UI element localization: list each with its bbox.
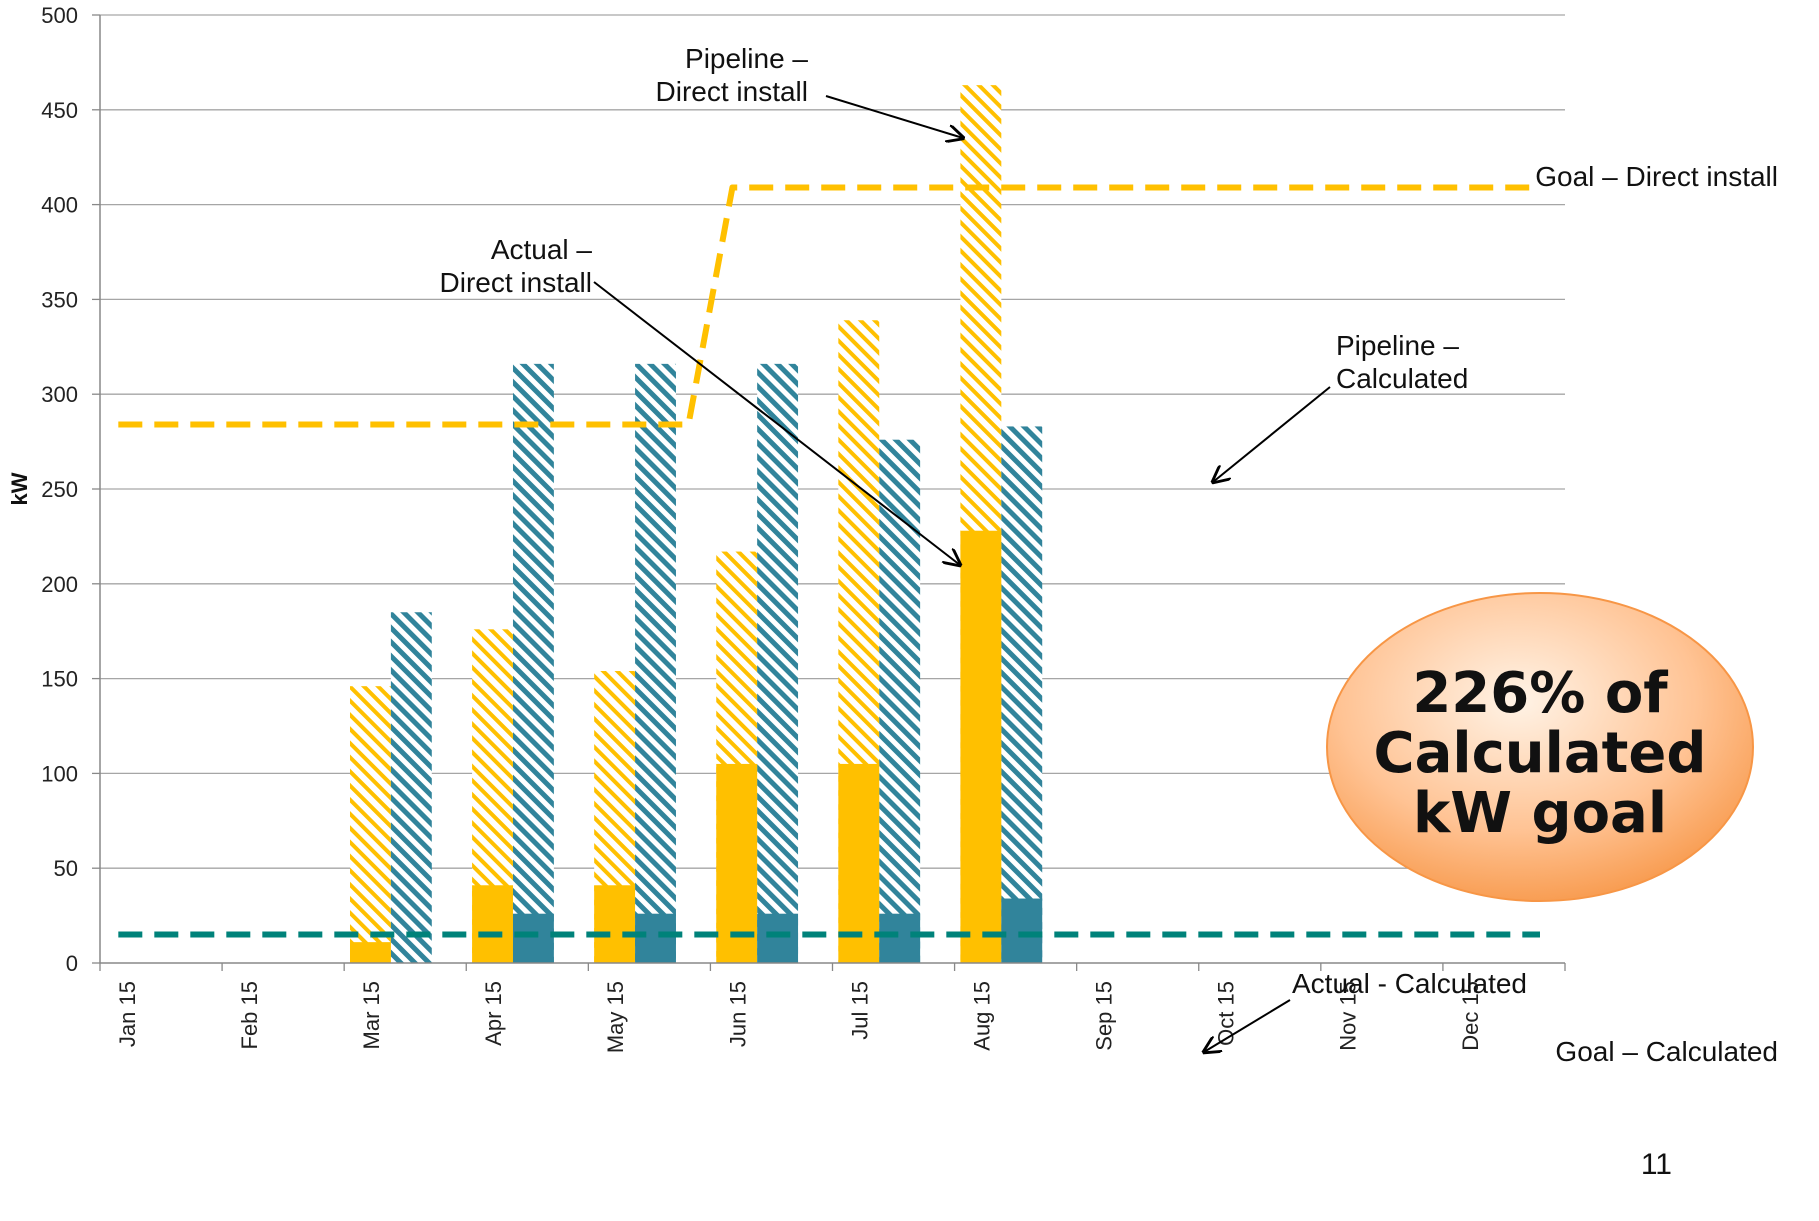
x-tick-label: Jul 15 — [847, 981, 872, 1040]
y-axis-label: kW — [7, 472, 32, 505]
x-tick-label: Sep 15 — [1092, 981, 1117, 1051]
x-tick-label: Feb 15 — [237, 981, 262, 1050]
arrow-pipeline-calculated — [1213, 386, 1331, 482]
y-tick-label: 50 — [54, 856, 78, 881]
bar-direct-actual — [349, 942, 391, 963]
annotation-pipeline-direct-install: Pipeline – Direct install — [656, 43, 809, 107]
x-tick-label: Nov 15 — [1336, 981, 1361, 1051]
bar-direct-actual — [716, 763, 758, 963]
y-tick-label: 150 — [41, 667, 78, 692]
page-number: 11 — [1641, 1148, 1672, 1181]
bar-calculated-pipeline — [512, 363, 554, 963]
x-tick-label: Mar 15 — [359, 981, 384, 1049]
annotation-goal-calculated: Goal – Calculated — [1555, 1036, 1778, 1067]
bar-calculated-pipeline — [757, 363, 799, 963]
bar-calculated-actual — [757, 913, 799, 963]
annotation-goal-direct-install: Goal – Direct install — [1535, 161, 1778, 192]
axes: 0 50 100 150 200 250 300 350 400 450 500 kW Jan 15 Fe… — [7, 3, 1566, 1053]
bar-calculated-pipeline — [635, 363, 676, 963]
bar-direct-pipeline — [349, 686, 391, 963]
y-tick-label: 350 — [41, 287, 78, 312]
arrow-actual-direct-install — [593, 281, 960, 565]
callout-text: 226% of Calculated kW goal — [1374, 661, 1707, 846]
y-tick-label: 200 — [41, 572, 78, 597]
bar-calculated-pipeline — [879, 439, 921, 964]
x-tick-label: Aug 15 — [969, 981, 994, 1051]
y-tick-label: 300 — [41, 382, 78, 407]
callout-bubble — [1326, 592, 1754, 902]
annotation-actual-calculated: Actual - Calculated — [1292, 968, 1527, 999]
x-tick-label: Oct 15 — [1214, 981, 1239, 1046]
bar-direct-actual — [472, 885, 513, 963]
x-tick-label: Dec 15 — [1458, 981, 1483, 1051]
y-tick-label: 450 — [41, 98, 78, 123]
y-tick-label: 0 — [66, 951, 78, 976]
x-tick-label: May 15 — [603, 981, 628, 1053]
gridlines — [100, 14, 1565, 869]
x-tick-label: Apr 15 — [481, 981, 506, 1046]
bar-direct-actual — [838, 763, 880, 963]
bar-calculated-actual — [879, 913, 921, 963]
y-tick-label: 100 — [41, 761, 78, 786]
y-tick-label: 500 — [41, 3, 78, 28]
bar-calculated-actual — [635, 913, 676, 963]
bar-direct-actual — [594, 885, 636, 963]
arrow-actual-calculated — [1204, 999, 1291, 1052]
bar-calculated-actual — [1001, 898, 1043, 963]
x-tick-label: Jan 15 — [115, 981, 140, 1047]
annotation-actual-direct-install: Actual – Direct install — [440, 234, 593, 298]
bar-calculated-pipeline — [390, 612, 432, 963]
goal-lines — [118, 184, 1540, 938]
y-tick-label: 400 — [41, 193, 78, 218]
bar-direct-actual — [960, 530, 1002, 963]
y-tick-label: 250 — [41, 477, 78, 502]
annotation-pipeline-calculated: Pipeline – Calculated — [1336, 330, 1468, 394]
bar-calculated-actual — [512, 913, 554, 963]
goal-line-direct-install — [118, 184, 1540, 428]
bar-calculated-pipeline — [1001, 426, 1043, 963]
arrow-pipeline-direct-install — [825, 95, 963, 138]
x-tick-label: Jun 15 — [725, 981, 750, 1047]
bars — [349, 85, 1043, 964]
annotations: Pipeline – Direct install Actual – Direct i… — [440, 43, 1778, 1181]
